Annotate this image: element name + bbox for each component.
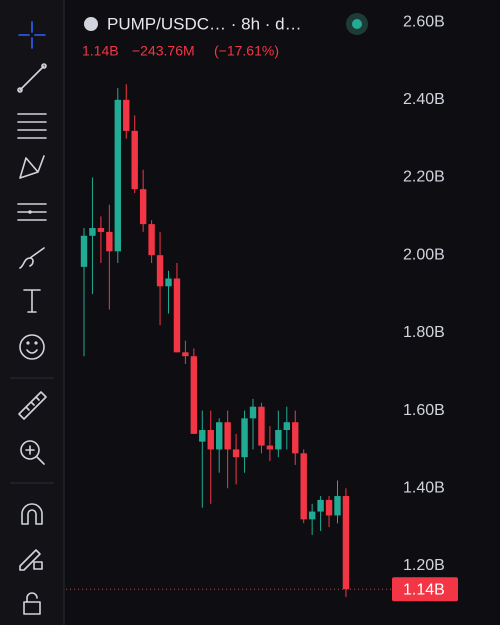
text-tool[interactable]: [23, 289, 41, 313]
candle-body: [199, 430, 206, 442]
candle-body: [232, 449, 240, 458]
candle-body: [308, 511, 316, 520]
candle-body: [131, 130, 138, 190]
lock-tool[interactable]: [23, 592, 41, 615]
y-tick-label: 1.60B: [403, 402, 445, 419]
magnet-tool[interactable]: [21, 503, 43, 525]
tools[interactable]: [10, 21, 54, 615]
candle-body: [173, 278, 181, 353]
forecast-tool[interactable]: [17, 203, 47, 221]
candle-body: [114, 99, 121, 252]
candle-body: [342, 496, 350, 590]
candle-body: [182, 352, 189, 357]
emoji-tool[interactable]: [19, 334, 45, 360]
brush-tool[interactable]: [19, 247, 45, 269]
y-tick-label: 1.20B: [403, 557, 445, 574]
y-tick-label: 1.80B: [403, 324, 445, 341]
y-tick-label: 1.40B: [403, 479, 445, 496]
candle-body: [241, 418, 248, 458]
candle-body: [123, 99, 130, 131]
y-tick-label: 2.60B: [403, 13, 445, 30]
candle-body: [334, 496, 341, 516]
last-price-label: 1.14B: [403, 581, 445, 598]
candle-body: [292, 422, 299, 454]
candle-body: [258, 406, 265, 446]
ruler-tool[interactable]: [18, 391, 47, 420]
candle-body: [216, 422, 223, 450]
y-tick-label: 2.20B: [403, 169, 445, 186]
candle-body: [165, 278, 172, 287]
candle-body: [317, 499, 324, 512]
change-value: −243.76M: [132, 43, 195, 59]
y-tick-label: 2.00B: [403, 246, 445, 263]
candle-body: [139, 189, 147, 225]
candle-body: [300, 453, 307, 520]
zoom-tool[interactable]: [20, 440, 45, 465]
candle-body: [89, 228, 96, 236]
symbol-title[interactable]: PUMP/USDC… · 8h · d…: [107, 14, 302, 33]
candle-body: [148, 224, 155, 256]
candle-body: [106, 231, 113, 252]
status-dot: [352, 19, 362, 29]
candle-body: [325, 499, 333, 516]
fib-tool[interactable]: [17, 113, 47, 139]
trendline-tool[interactable]: [17, 63, 47, 93]
candle-body: [156, 255, 164, 287]
candle-body: [80, 235, 88, 267]
y-tick-label: 2.40B: [403, 91, 445, 108]
candle-body: [275, 430, 282, 450]
candle-body: [97, 228, 105, 232]
candle-body: [249, 406, 257, 419]
candle-body: [207, 430, 214, 450]
last-price-box: [392, 577, 458, 602]
candle-body: [190, 356, 198, 434]
change-percent: (−17.61%): [214, 43, 279, 59]
last-value: 1.14B: [82, 43, 119, 59]
crosshair-tool[interactable]: [18, 21, 46, 49]
candle-body: [266, 445, 274, 450]
pattern-tool[interactable]: [19, 155, 45, 179]
symbol-icon: [84, 17, 98, 31]
candle-body: [224, 422, 231, 450]
candle-body: [283, 422, 290, 431]
lock-drawings-tool[interactable]: [19, 549, 43, 571]
